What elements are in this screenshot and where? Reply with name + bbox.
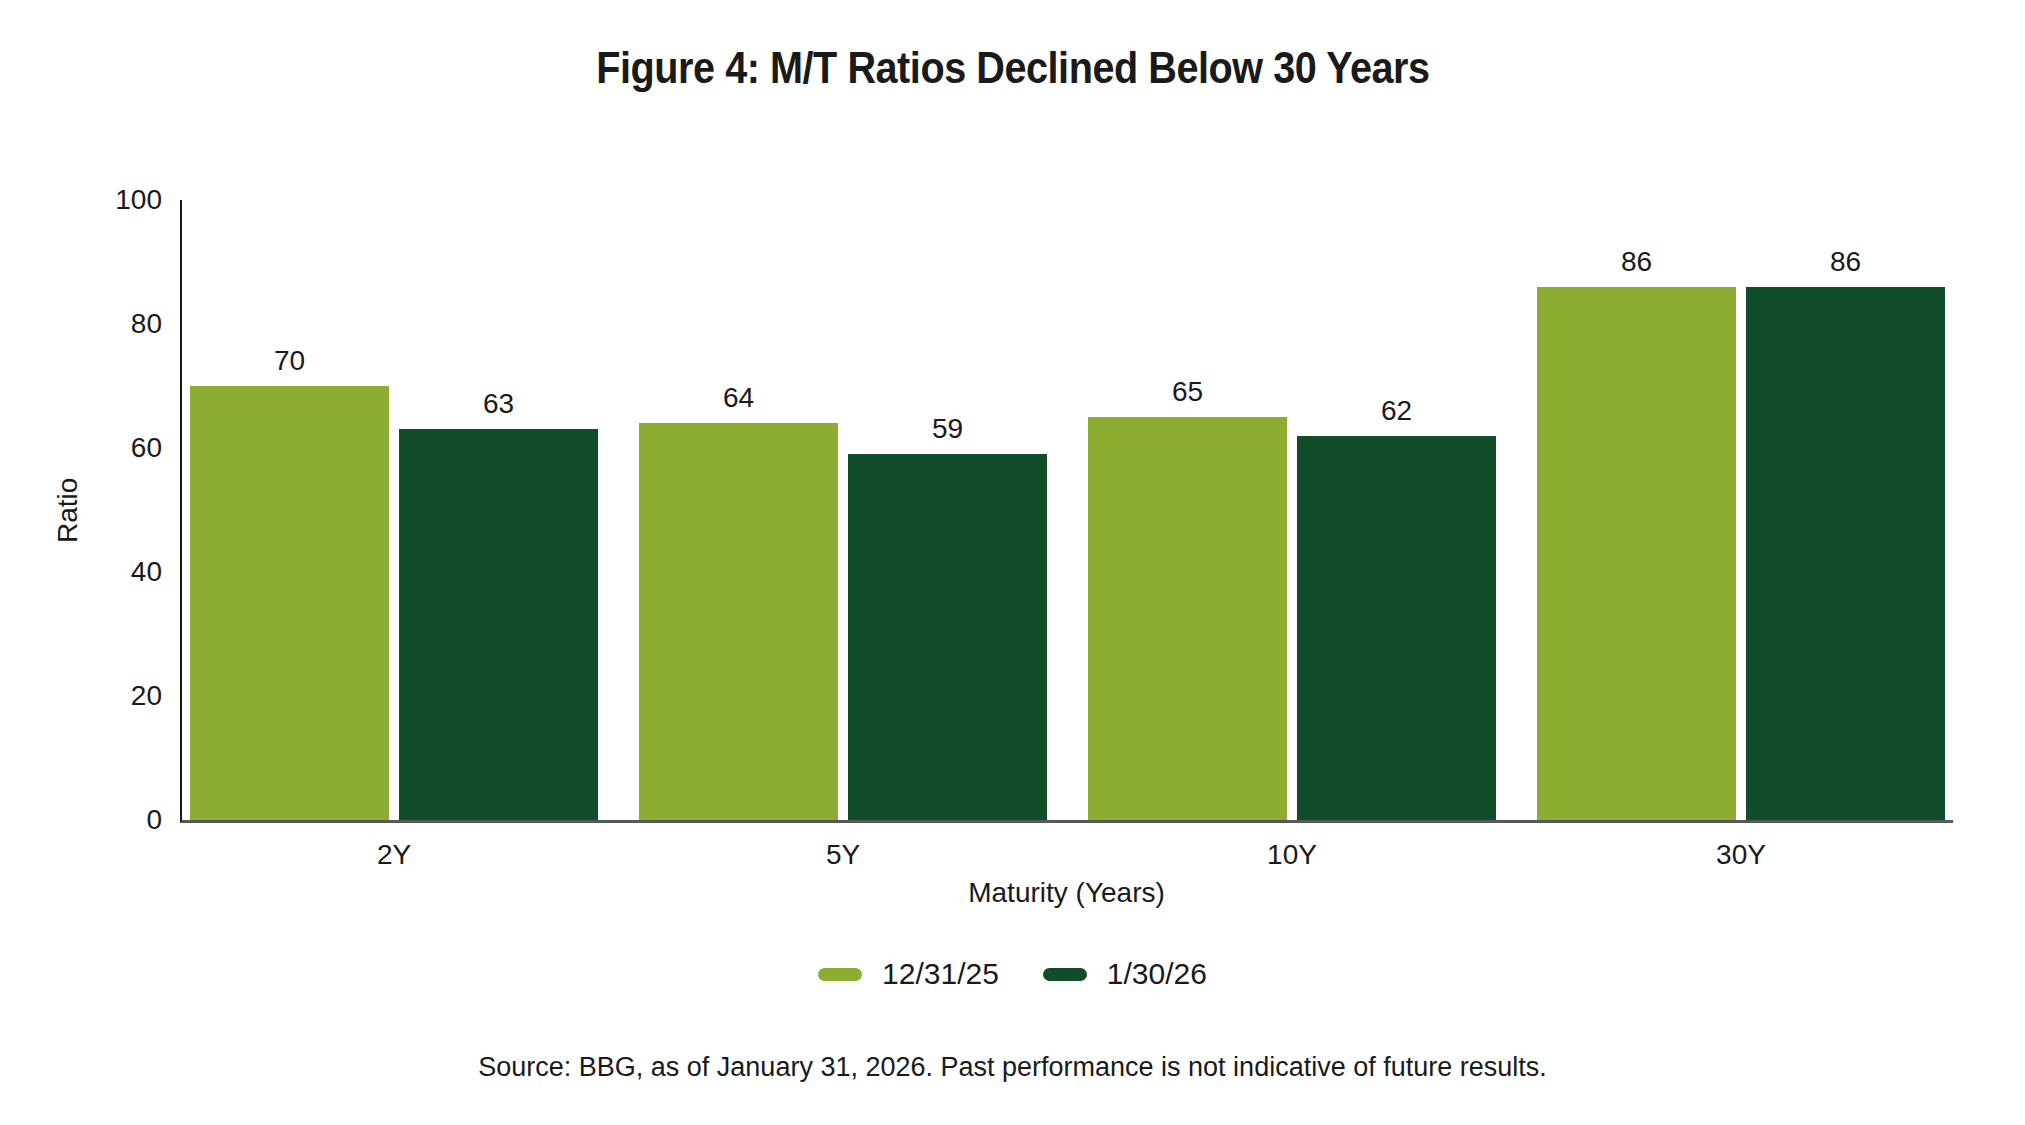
legend: 12/31/25 1/30/26 [0, 956, 2025, 992]
bar-5y-series-2 [848, 454, 1047, 820]
legend-label-series-1: 12/31/25 [882, 956, 999, 992]
bar-value-label-10y-series-1: 65 [1088, 375, 1287, 409]
bar-30y-series-2 [1746, 287, 1945, 820]
x-tick-label-2y: 2Y [294, 838, 494, 872]
legend-item-series-1: 12/31/25 [818, 956, 999, 992]
legend-label-series-2: 1/30/26 [1107, 956, 1207, 992]
bar-10y-series-1 [1088, 417, 1287, 820]
x-tick-label-30y: 30Y [1641, 838, 1841, 872]
bar-value-label-5y-series-2: 59 [848, 412, 1047, 446]
x-axis-title: Maturity (Years) [180, 876, 1953, 910]
bar-value-label-30y-series-2: 86 [1746, 245, 1945, 279]
chart-title-text: Figure 4: M/T Ratios Declined Below 30 Y… [596, 40, 1429, 96]
legend-item-series-2: 1/30/26 [1043, 956, 1207, 992]
legend-swatch-light-green [818, 968, 862, 981]
y-tick-label-100: 100 [57, 183, 162, 217]
chart-title: Figure 4: M/T Ratios Declined Below 30 Y… [0, 40, 2025, 96]
bar-value-label-5y-series-1: 64 [639, 381, 838, 415]
bar-value-label-2y-series-1: 70 [190, 344, 389, 378]
bar-value-label-30y-series-1: 86 [1537, 245, 1736, 279]
bar-5y-series-1 [639, 423, 838, 820]
figure-4-chart: Figure 4: M/T Ratios Declined Below 30 Y… [0, 0, 2025, 1125]
source-note: Source: BBG, as of January 31, 2026. Pas… [0, 1050, 2025, 1084]
x-tick-label-10y: 10Y [1192, 838, 1392, 872]
bar-10y-series-2 [1297, 436, 1496, 820]
y-tick-label-80: 80 [57, 307, 162, 341]
x-tick-label-5y: 5Y [743, 838, 943, 872]
y-tick-label-20: 20 [57, 679, 162, 713]
legend-swatch-dark-green [1043, 968, 1087, 981]
y-tick-label-40: 40 [57, 555, 162, 589]
bar-value-label-10y-series-2: 62 [1297, 394, 1496, 428]
y-tick-label-0: 0 [57, 803, 162, 837]
bar-30y-series-1 [1537, 287, 1736, 820]
bar-2y-series-1 [190, 386, 389, 820]
y-tick-label-60: 60 [57, 431, 162, 465]
bar-2y-series-2 [399, 429, 598, 820]
plot-area: 70632Y64595Y656210Y868630Y020406080100 [180, 200, 1953, 823]
bar-value-label-2y-series-2: 63 [399, 387, 598, 421]
